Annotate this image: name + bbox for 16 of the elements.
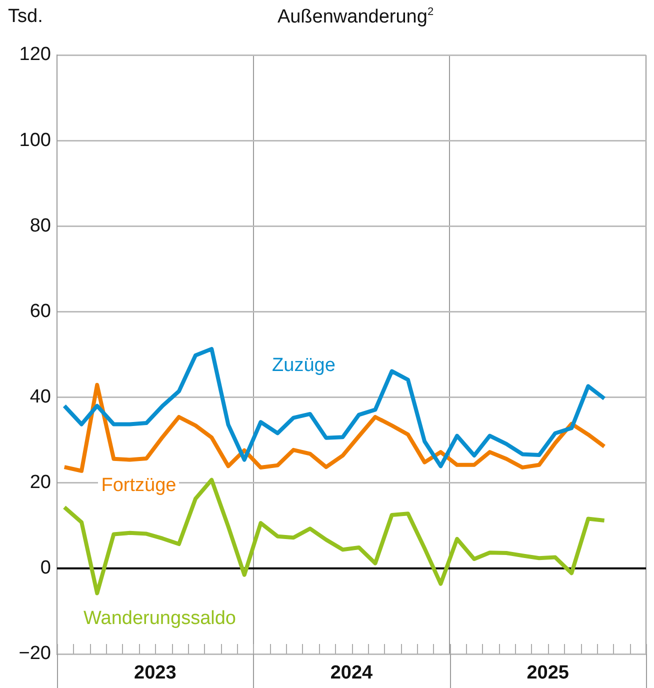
x-tick-label: 2025 — [526, 662, 570, 684]
x-tick-label: 2024 — [330, 662, 374, 684]
y-tick-label: 40 — [30, 386, 51, 408]
y-tick-label: 100 — [19, 130, 51, 151]
y-tick-label: 60 — [30, 300, 51, 322]
y-tick-label: 80 — [30, 215, 51, 236]
y-tick-label: 20 — [30, 472, 51, 494]
y-axis-title: Tsd. — [8, 6, 43, 28]
series-label: Wanderungssaldo — [80, 608, 239, 630]
y-tick-label: 0 — [40, 558, 51, 579]
x-tick-label: 2023 — [134, 662, 176, 684]
y-tick-label: 120 — [19, 44, 51, 66]
text: Zuzüge — [269, 355, 338, 378]
y-tick-label: −20 — [18, 643, 51, 664]
series-label: Fortzüge — [98, 475, 180, 498]
chart-title: Außenwanderung$^{2}$ — [276, 6, 435, 28]
